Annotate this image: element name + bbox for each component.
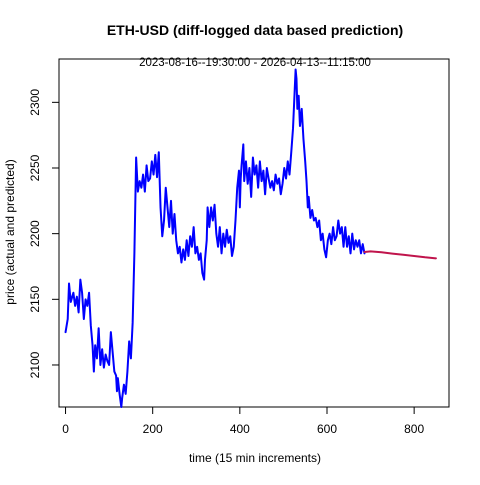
- series-layer: [64, 68, 437, 408]
- x-axis: 0 200 400 600 800: [62, 406, 424, 436]
- y-axis: 2100 2150 2200 2250 2300: [28, 89, 60, 378]
- x-tick-label: 200: [143, 422, 163, 436]
- x-tick-label: 400: [230, 422, 250, 436]
- actual-price-line: [64, 68, 366, 408]
- y-tick-label: 2150: [28, 286, 42, 313]
- chart-subtitle: 2023-08-16--19:30:00 - 2026-04-13--11:15…: [139, 57, 371, 69]
- y-tick-label: 2200: [28, 220, 42, 247]
- predicted-price-line: [363, 250, 437, 260]
- y-tick-label: 2250: [28, 154, 42, 181]
- x-tick-label: 800: [404, 422, 424, 436]
- x-tick-label: 0: [62, 422, 69, 436]
- x-tick-label: 600: [317, 422, 337, 436]
- plot-area-border: [58, 58, 450, 408]
- x-axis-label: time (15 min increments): [189, 451, 321, 465]
- y-tick-label: 2300: [28, 89, 42, 116]
- y-axis-label: price (actual and predicted): [3, 159, 17, 304]
- y-tick-label: 2100: [28, 351, 42, 378]
- chart-title: ETH-USD (diff-logged data based predicti…: [107, 22, 403, 38]
